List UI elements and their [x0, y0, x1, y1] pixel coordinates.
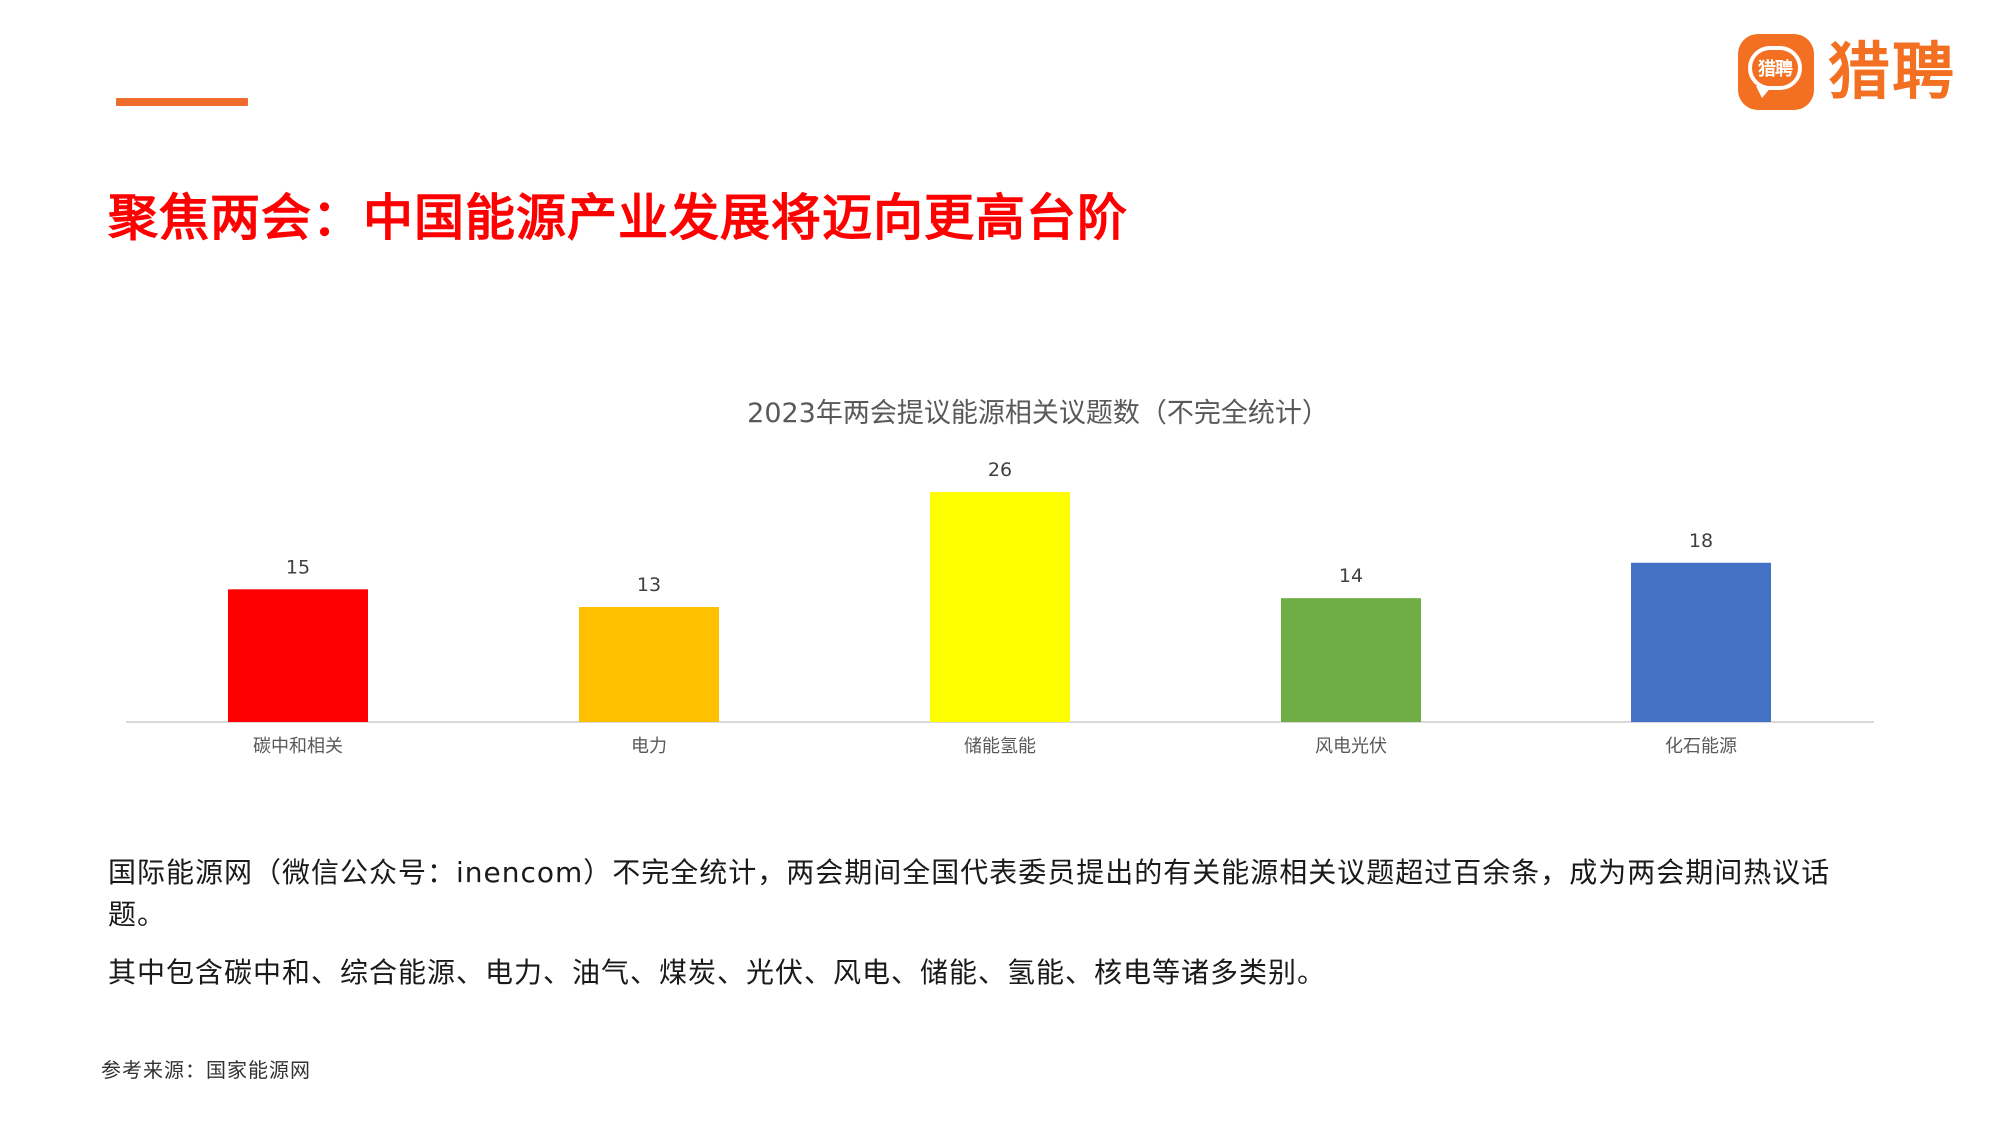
chart-title: 2023年两会提议能源相关议题数（不完全统计） — [747, 398, 1329, 429]
bar-1 — [228, 589, 368, 722]
data-label-2: 13 — [637, 574, 661, 596]
data-label-3: 26 — [988, 459, 1012, 481]
source-note: 参考来源：国家能源网 — [101, 1058, 311, 1082]
title-accent-line — [116, 98, 248, 106]
bar-2 — [579, 607, 719, 722]
logo-wordmark: 猎聘 — [1828, 35, 1957, 108]
chat-bubble-icon: 猎聘 — [1738, 34, 1814, 110]
liepin-logo: 猎聘 猎聘 — [1738, 34, 1956, 110]
x-tick-label-2: 电力 — [631, 736, 667, 757]
x-tick-label-4: 风电光伏 — [1315, 736, 1387, 757]
bar-5 — [1631, 562, 1771, 722]
data-label-1: 15 — [286, 556, 310, 578]
data-label-4: 14 — [1339, 565, 1363, 587]
x-tick-label-1: 碳中和相关 — [253, 736, 343, 757]
description-paragraph-1: 国际能源网（微信公众号：inencom）不完全统计，两会期间全国代表委员提出的有… — [108, 856, 1831, 931]
page-title: 聚焦两会：中国能源产业发展将迈向更高台阶 — [108, 189, 1128, 247]
logo-badge-text: 猎聘 — [1758, 59, 1793, 80]
description-paragraph-2: 其中包含碳中和、综合能源、电力、油气、煤炭、光伏、风电、储能、氢能、核电等诸多类… — [108, 956, 1327, 989]
x-tick-label-3: 储能氢能 — [964, 736, 1036, 757]
x-tick-label-5: 化石能源 — [1665, 736, 1737, 757]
bar-3 — [930, 492, 1070, 722]
data-label-5: 18 — [1689, 530, 1713, 552]
bar-4 — [1281, 598, 1421, 722]
